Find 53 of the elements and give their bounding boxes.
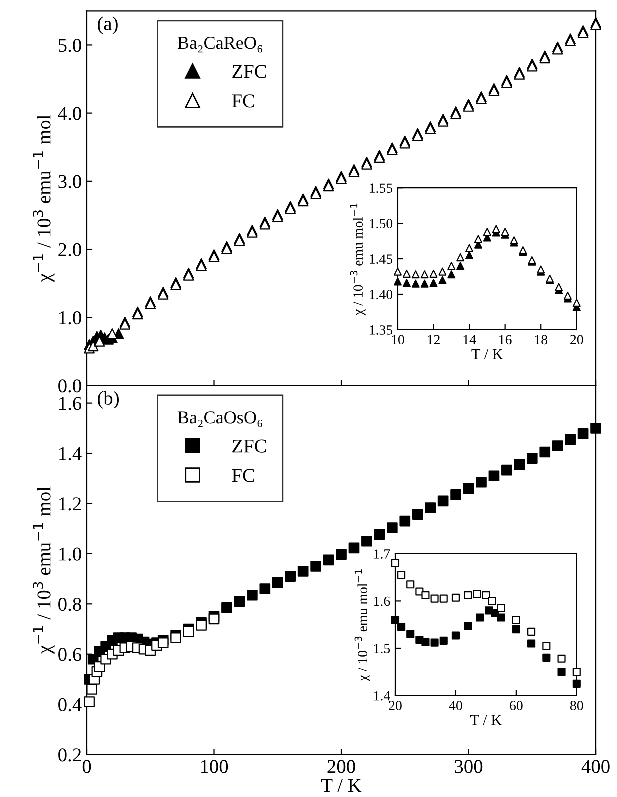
y-axis-title: χ / 10$^{−3}$ emu mol$^{−1}$	[354, 570, 370, 682]
y-tick-label: 5.0	[58, 39, 82, 52]
legend-label: FC	[232, 469, 254, 482]
x-tick-label: 400	[582, 760, 610, 774]
x-axis-title: T / K	[470, 715, 502, 726]
y-tick-label: 1.2	[60, 498, 82, 511]
y-tick-label: 0.6	[58, 648, 82, 662]
y-axis-title: χ$^{−1}$ / 10$^{3}$ emu$^{−1}$ mol	[33, 486, 55, 654]
y-tick-label: 0.4	[58, 698, 82, 712]
y-tick-label: 1.6	[374, 596, 390, 606]
x-tick-label: 40	[449, 701, 462, 710]
y-tick-label: 1.55	[370, 184, 393, 194]
y-tick-label: 1.40	[370, 290, 393, 300]
legend-label: FC	[232, 94, 254, 108]
x-tick-label: 0	[82, 760, 92, 774]
legend-label: ZFC	[232, 65, 266, 78]
y-tick-label: 1.35	[370, 326, 393, 335]
y-tick-label: 1.45	[370, 254, 393, 264]
x-tick-label: 200	[328, 760, 356, 774]
x-tick-label: 16	[500, 335, 512, 345]
x-tick-label: 14	[464, 335, 476, 344]
y-tick-label: 1.0	[60, 311, 82, 325]
x-tick-label: 20	[389, 701, 402, 710]
x-tick-label: 100	[201, 760, 228, 774]
y-tick-label: 1.5	[374, 644, 390, 654]
legend-title: Ba₂CaReO₆	[178, 37, 262, 53]
y-tick-label: 1.6	[60, 397, 82, 410]
x-tick-label: 80	[570, 701, 584, 710]
y-tick-label: 1.50	[370, 219, 393, 229]
x-tick-label: 20	[570, 335, 584, 345]
y-tick-label: 1.0	[60, 548, 82, 561]
y-tick-label: 1.4	[374, 691, 390, 701]
y-tick-label: 1.4	[60, 447, 82, 461]
y-tick-label: 0.0	[58, 380, 82, 393]
legend-title: Ba₂CaOsO₆	[178, 412, 262, 428]
annotation: (a)	[98, 16, 118, 34]
x-axis-title: T / K	[472, 349, 504, 360]
y-tick-label: 0.8	[58, 598, 82, 612]
x-tick-label: 10	[392, 335, 404, 345]
y-tick-label: 4.0	[58, 107, 82, 120]
x-tick-label: 60	[510, 701, 523, 710]
y-tick-label: 3.0	[58, 175, 82, 188]
x-axis-title: T / K	[322, 779, 362, 792]
annotation: (b)	[98, 391, 119, 409]
y-tick-label: 1.7	[374, 550, 390, 559]
legend-label: ZFC	[232, 440, 266, 453]
y-tick-label: 2.0	[58, 243, 82, 257]
x-tick-label: 300	[455, 760, 483, 774]
y-axis-title: χ$^{−1}$ / 10$^{3}$ emu$^{−1}$ mol	[33, 115, 55, 282]
x-tick-label: 18	[535, 335, 548, 345]
x-tick-label: 12	[428, 335, 440, 344]
y-axis-title: χ / 10$^{−3}$ emu mol$^{−1}$	[350, 204, 366, 316]
y-tick-label: 0.2	[58, 748, 82, 762]
